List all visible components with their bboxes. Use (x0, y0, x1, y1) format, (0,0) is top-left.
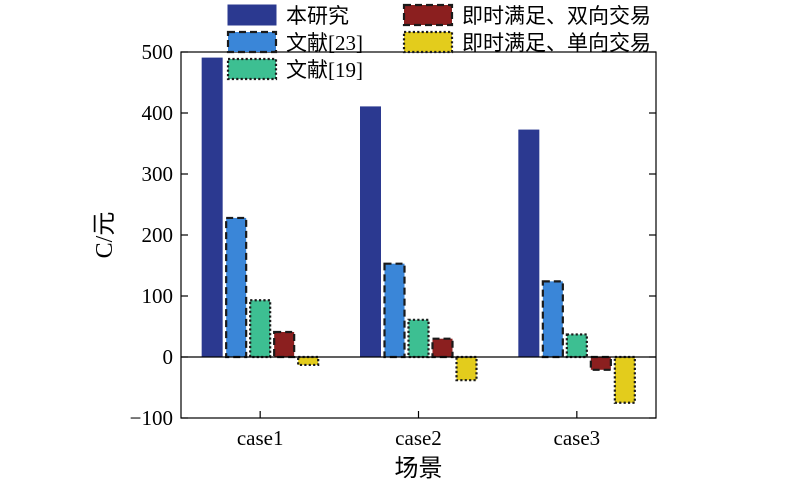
y-tick-label: 200 (142, 223, 174, 247)
y-tick-label: −100 (130, 406, 173, 430)
bar-case1-series-3 (249, 299, 272, 359)
legend-swatch-4 (402, 3, 454, 27)
bar-case2-series-5 (455, 355, 478, 382)
legend-swatch-3 (226, 57, 278, 81)
bar-case3-series-5 (613, 355, 636, 404)
bar-case2-series-4 (431, 337, 454, 359)
bars-layer (201, 57, 636, 404)
y-tick-label: 300 (142, 162, 174, 186)
x-tick-label-case2: case2 (395, 426, 442, 450)
legend-label-3: 文献[19] (286, 58, 363, 82)
bar-case3-series-1 (518, 129, 540, 358)
y-tick-label: 0 (163, 345, 174, 369)
plot-area-frame (180, 51, 657, 419)
legend-label-2: 文献[23] (286, 31, 363, 55)
y-tick-label: 500 (142, 40, 174, 64)
bar-case3-series-2 (541, 280, 564, 359)
legend-swatch-1 (227, 4, 277, 26)
x-axis-ticks: case1 case2 case3 (237, 411, 600, 450)
x-tick-label-case3: case3 (554, 426, 601, 450)
y-axis-ticks: −100 0 100 200 300 400 500 (130, 40, 656, 430)
legend-swatch-2 (226, 30, 278, 54)
bar-case3-series-3 (565, 333, 588, 359)
legend-label-4: 即时满足、双向交易 (462, 4, 651, 28)
bar-case3-series-4 (589, 355, 612, 371)
bar-case1-series-5 (297, 355, 320, 367)
bar-case1-series-4 (273, 330, 296, 359)
legend-swatch-5 (402, 30, 454, 54)
x-tick-label-case1: case1 (237, 426, 284, 450)
y-tick-label: 400 (142, 101, 174, 125)
bar-case2-series-1 (360, 106, 381, 358)
x-axis-title: 场景 (395, 456, 443, 482)
bar-case1-series-1 (201, 57, 223, 358)
bar-case1-series-2 (225, 216, 248, 359)
bar-case2-series-3 (407, 318, 430, 359)
legend-label-5: 即时满足、单向交易 (462, 31, 651, 55)
y-tick-label: 100 (142, 284, 174, 308)
y-axis-title: C/元 (92, 212, 118, 259)
legend-label-1: 本研究 (286, 4, 349, 28)
bar-case2-series-2 (383, 262, 406, 359)
